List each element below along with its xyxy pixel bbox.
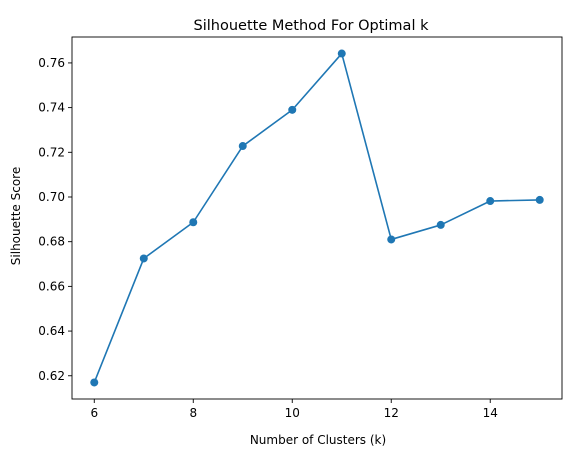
y-tick-label: 0.62 [38, 369, 65, 383]
x-tick-label: 14 [483, 406, 498, 420]
y-tick-label: 0.66 [38, 279, 65, 293]
x-tick-label: 12 [384, 406, 399, 420]
y-tick-label: 0.72 [38, 145, 65, 159]
x-tick-label: 8 [189, 406, 197, 420]
x-axis-title: Number of Clusters (k) [250, 433, 386, 447]
y-tick-label: 0.64 [38, 324, 65, 338]
chart-title: Silhouette Method For Optimal k [194, 18, 430, 34]
data-point [238, 142, 247, 151]
y-tick-label: 0.74 [38, 101, 65, 115]
x-tick-label: 10 [285, 406, 300, 420]
y-tick-label: 0.70 [38, 190, 65, 204]
data-point [337, 49, 346, 58]
series-line [93, 52, 540, 383]
x-tick-label: 6 [90, 406, 98, 420]
data-point [139, 254, 148, 263]
y-tick-label: 0.68 [38, 235, 65, 249]
data-point [189, 218, 198, 227]
axes-frame [71, 36, 563, 400]
data-point [486, 197, 495, 206]
y-tick-label: 0.76 [38, 56, 65, 70]
data-point [436, 220, 445, 229]
data-point [387, 235, 396, 244]
data-point [535, 195, 544, 204]
plot-area: 6 8 10 12 14 0.62 0.64 0.66 0.68 0.70 0.72 0.74 0.76 [38, 36, 563, 420]
data-point [90, 378, 99, 387]
data-point [288, 105, 297, 114]
y-axis-title: Silhouette Score [9, 167, 23, 265]
